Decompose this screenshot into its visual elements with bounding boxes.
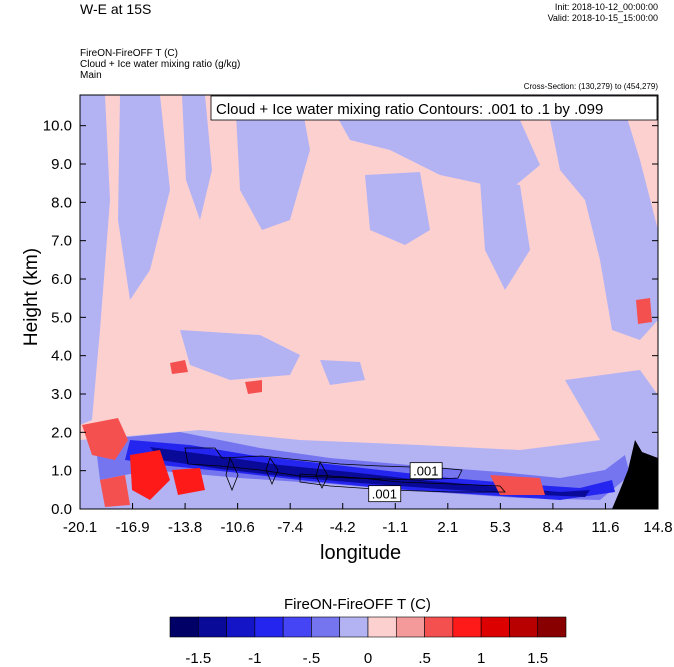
init-valid-times: Init: 2018-10-12_00:00:00 Valid: 2018-10… [548, 2, 658, 24]
colorbar-tick-label: 1.5 [527, 650, 548, 667]
x-tick-label: -7.4 [277, 519, 303, 536]
contour-label: .001 [372, 487, 397, 502]
negative-anomaly-region [118, 95, 170, 300]
positive-anomaly-region [100, 475, 130, 507]
y-tick-label: 9.0 [51, 156, 72, 173]
cross-section-label: Cross-Section: (130,279) to (454,279) [523, 82, 658, 91]
colorbar: -1.5 -1 -.5 0 .5 1 1.5 [169, 616, 567, 667]
positive-anomaly-region [172, 468, 205, 495]
colorbar-swatch [197, 616, 227, 638]
colorbar-swatch [395, 616, 425, 638]
y-tick-label: 5.0 [51, 309, 72, 326]
x-tick-label: 5.3 [490, 519, 511, 536]
negative-anomaly-region [365, 172, 430, 245]
negative-anomaly-core [150, 447, 590, 497]
y-axis-label: Height (km) [21, 247, 42, 347]
negative-anomaly-region [235, 95, 310, 230]
colorbar-tick-label: -1 [248, 650, 261, 667]
contour-label: .001 [413, 464, 438, 479]
positive-anomaly-region [82, 418, 128, 460]
contour-label-boxes: .001 .001 [368, 462, 443, 503]
colorbar-tick-label: -1.5 [185, 650, 211, 667]
colorbar-swatch [452, 616, 482, 638]
negative-anomaly-region [182, 95, 212, 220]
colorbar-swatch [367, 616, 397, 638]
x-tick-label: -13.8 [168, 519, 202, 536]
negative-anomaly-region [545, 95, 658, 340]
y-tick-label: 10.0 [43, 118, 72, 135]
cloud-contour-line [184, 447, 463, 481]
x-tick-label: -10.6 [221, 519, 255, 536]
negative-anomaly-region [320, 360, 365, 385]
colorbar-title: FireON-FireOFF T (C) [284, 596, 431, 613]
colorbar-tick-label: 0 [364, 650, 372, 667]
cloud-contour-line [265, 457, 279, 486]
init-time: Init: 2018-10-12_00:00:00 [554, 2, 658, 12]
x-tick-label: -20.1 [63, 519, 97, 536]
positive-anomaly-region [636, 298, 652, 324]
x-tick-label: -16.9 [115, 519, 149, 536]
colorbar-swatch [509, 616, 539, 638]
colorbar-swatch [311, 616, 341, 638]
colorbar-swatch [424, 616, 454, 638]
y-tick-label: 8.0 [51, 194, 72, 211]
y-tick-label: 1.0 [51, 463, 72, 480]
negative-anomaly-region [480, 180, 530, 290]
contour-info-label: Cloud + Ice water mixing ratio Contours:… [216, 101, 603, 118]
positive-anomaly-region [130, 450, 170, 500]
cloud-contour-line [225, 456, 239, 492]
shaded-variable-label: FireON-FireOFF T (C) [80, 48, 178, 59]
domain-label: Main [80, 70, 102, 81]
positive-anomaly-region [170, 360, 188, 374]
x-tick-label: 2.1 [437, 519, 458, 536]
shaded-field: .001 .001 [80, 95, 658, 509]
valid-time: Valid: 2018-10-15_15:00:00 [547, 13, 658, 23]
negative-anomaly-core [125, 440, 615, 500]
plot-title: W-E at 15S [80, 1, 152, 17]
colorbar-swatch [339, 616, 369, 638]
y-tick-label: 3.0 [51, 386, 72, 403]
x-tick-label: -4.2 [330, 519, 356, 536]
x-axis: -20.1 -16.9 -13.8 -10.6 -7.4 -4.2 -1.1 2.1 5.3 8.… [63, 503, 673, 536]
x-tick-label: 8.4 [542, 519, 563, 536]
y-axis: 0.0 1.0 2.0 3.0 4.0 5.0 6.0 7.0 8.0 9.0 10.0 [43, 118, 658, 518]
contour-label-box [368, 485, 402, 503]
negative-anomaly-region [180, 330, 300, 380]
contour-info-box [210, 95, 658, 121]
y-tick-label: 7.0 [51, 233, 72, 250]
positive-anomaly-region [245, 380, 262, 394]
colorbar-swatch [226, 616, 256, 638]
terrain [612, 440, 658, 509]
colorbar-swatch [537, 616, 567, 638]
colorbar-tick-label: -.5 [303, 650, 321, 667]
x-tick-label: 14.8 [643, 519, 672, 536]
negative-anomaly-region [80, 95, 110, 425]
y-tick-label: 6.0 [51, 271, 72, 288]
colorbar-tick-label: .5 [418, 650, 431, 667]
x-tick-label: 11.6 [591, 519, 619, 536]
y-tick-label: 4.0 [51, 348, 72, 365]
colorbar-swatch [480, 616, 510, 638]
colorbar-swatch [254, 616, 284, 638]
x-axis-label: longitude [320, 542, 402, 564]
cloud-contour-line [315, 460, 329, 489]
y-tick-label: 2.0 [51, 424, 72, 441]
negative-anomaly-region [565, 370, 658, 440]
colorbar-tick-label: 1 [477, 650, 485, 667]
variable-description: FireON-FireOFF T (C) Cloud + Ice water m… [80, 48, 240, 81]
x-tick-label: -1.1 [382, 519, 408, 536]
y-tick-label: 0.0 [51, 501, 72, 518]
colorbar-swatch [169, 616, 199, 638]
contour-variable-label: Cloud + Ice water mixing ratio (g/kg) [80, 59, 241, 70]
contour-label-box [409, 462, 443, 480]
plot-frame [79, 94, 659, 510]
colorbar-swatch [282, 616, 312, 638]
cloud-contours [184, 447, 506, 493]
